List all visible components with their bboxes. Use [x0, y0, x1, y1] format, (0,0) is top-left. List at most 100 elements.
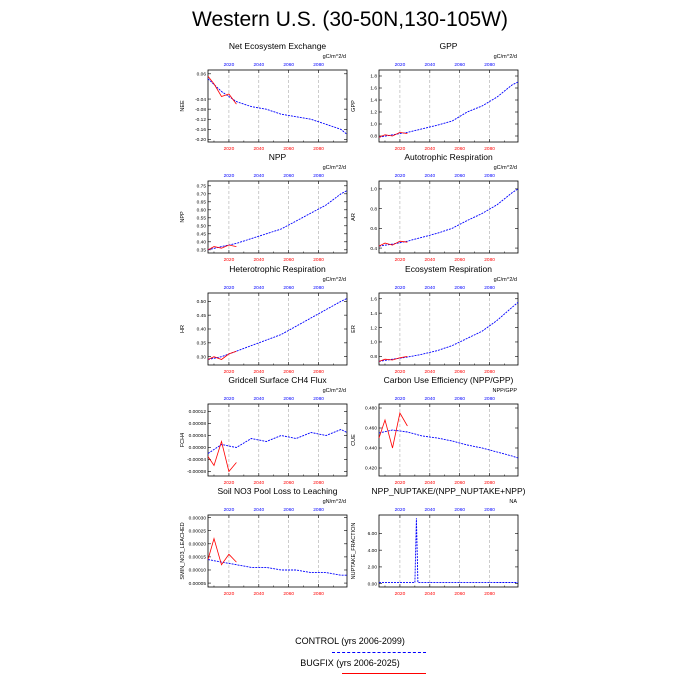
x-tick-label-top: 2040: [253, 285, 264, 291]
y-tick-label: -0.12: [195, 117, 206, 123]
x-tick-label-top: 2080: [484, 396, 495, 402]
x-tick-label-top: 2080: [484, 62, 495, 68]
x-tick-label-bottom: 2040: [424, 146, 435, 152]
plot-frame: [378, 403, 519, 477]
x-tick-label-top: 2040: [424, 507, 435, 513]
y-tick-label: 0.00030: [189, 515, 207, 521]
chart-panel-10: NPP_NUPTAKE/(NPP_NUPTAKE+NPP) NA 2020 2020 2…: [351, 486, 526, 597]
y-tick-label: 1.6: [370, 86, 377, 92]
x-tick-label-top: 2020: [224, 285, 235, 291]
x-tick-label-top: 2060: [283, 507, 294, 513]
x-tick-label-bottom: 2020: [395, 480, 406, 486]
y-tick-label: -0.00004: [187, 457, 206, 463]
y-tick-label: 1.0: [370, 340, 377, 346]
x-tick-label-bottom: 2060: [283, 257, 294, 263]
chart-title: NPP: [269, 152, 287, 162]
units-label: gN/m^2/d: [323, 499, 346, 505]
x-tick-label-bottom: 2020: [395, 591, 406, 597]
x-tick-label-bottom: 2040: [424, 480, 435, 486]
y-tick-label: 0.00012: [189, 409, 207, 415]
y-tick-label: 0.00020: [189, 542, 207, 548]
x-tick-label-top: 2060: [283, 173, 294, 179]
chart-title: GPP: [440, 41, 458, 51]
plot-frame: [378, 292, 519, 366]
series-bugfix-line: [207, 350, 237, 360]
y-tick-label: 0.00015: [189, 555, 207, 561]
y-tick-label: 0.460: [365, 426, 377, 432]
y-tick-label: 0.440: [365, 446, 377, 452]
x-tick-label-top: 2040: [253, 62, 264, 68]
chart-title: Heterotrophic Respiration: [229, 264, 326, 274]
y-tick-label: 4.00: [368, 548, 378, 554]
y-tick-label: 0.70: [197, 192, 207, 198]
x-tick-label-top: 2020: [395, 62, 406, 68]
y-axis-label: SMIN_NO3_LEACHED: [180, 522, 186, 579]
legend-control-line: [332, 652, 426, 653]
legend-control-label: CONTROL (yrs 2006-2099): [295, 636, 405, 646]
x-tick-label-bottom: 2040: [424, 257, 435, 263]
x-tick-label-bottom: 2080: [313, 369, 324, 375]
x-tick-label-top: 2060: [454, 285, 465, 291]
series-control-line: [379, 518, 518, 584]
y-tick-label: 0.8: [370, 134, 377, 140]
x-tick-label-top: 2080: [313, 62, 324, 68]
series-control-line: [207, 78, 348, 135]
x-tick-label-top: 2020: [224, 62, 235, 68]
chart-panel-3: NPP gC/m^2/d 2020 2020 2040 2040 2060 2060 2080 2…: [180, 152, 348, 263]
y-tick-label: 1.6: [370, 296, 377, 302]
units-label: gC/m^2/d: [323, 388, 346, 394]
y-tick-label: 1.4: [370, 98, 377, 104]
units-label: gC/m^2/d: [323, 54, 346, 60]
x-tick-label-top: 2080: [484, 173, 495, 179]
y-tick-label: 0.30: [197, 354, 207, 360]
chart-panel-5: Heterotrophic Respiration gC/m^2/d 2020 202…: [180, 264, 348, 375]
chart-title: NPP_NUPTAKE/(NPP_NUPTAKE+NPP): [372, 486, 526, 496]
y-tick-label: 1.4: [370, 311, 377, 317]
y-axis-label: FCH4: [180, 433, 186, 447]
x-tick-label-bottom: 2040: [424, 369, 435, 375]
series-control-line: [378, 188, 519, 247]
y-tick-label: 0.00004: [189, 433, 207, 439]
y-axis-label: NPP: [180, 211, 186, 223]
x-tick-label-top: 2060: [454, 396, 465, 402]
y-tick-label: 6.00: [368, 531, 378, 537]
x-tick-label-top: 2080: [484, 507, 495, 513]
series-bugfix-line: [378, 131, 408, 138]
y-axis-label: CUE: [351, 434, 357, 446]
chart-panel-1: Net Ecosystem Exchange gC/m^2/d 2020 2020 20…: [180, 41, 348, 152]
series-bugfix-line: [378, 356, 408, 362]
units-label: gC/m^2/d: [494, 277, 517, 283]
plot-frame: [207, 403, 348, 477]
y-tick-label: -0.16: [195, 127, 206, 133]
x-tick-label-top: 2040: [424, 396, 435, 402]
x-tick-label-bottom: 2080: [313, 480, 324, 486]
x-tick-label-bottom: 2020: [224, 146, 235, 152]
series-bugfix-line: [378, 411, 408, 449]
x-tick-label-top: 2020: [224, 396, 235, 402]
y-axis-label: HR: [180, 325, 186, 333]
x-tick-label-top: 2060: [454, 173, 465, 179]
page-title: Western U.S. (30-50N,130-105W): [192, 8, 508, 31]
x-tick-label-bottom: 2020: [224, 257, 235, 263]
chart-panel-8: Carbon Use Efficiency (NPP/GPP) NPP/GPP 20…: [351, 375, 519, 486]
units-label: NPP/GPP: [493, 388, 518, 394]
y-tick-label: 0.06: [197, 71, 207, 77]
x-tick-label-top: 2080: [484, 285, 495, 291]
y-axis-label: NEE: [180, 100, 186, 112]
x-tick-label-bottom: 2040: [424, 591, 435, 597]
x-tick-label-bottom: 2060: [283, 369, 294, 375]
x-tick-label-bottom: 2060: [283, 480, 294, 486]
y-tick-label: 1.0: [370, 187, 377, 193]
x-tick-label-top: 2060: [283, 62, 294, 68]
chart-title: Ecosystem Respiration: [405, 264, 492, 274]
y-tick-label: 0.00: [368, 581, 378, 587]
x-tick-label-bottom: 2080: [484, 480, 495, 486]
y-tick-label: 0.8: [370, 354, 377, 360]
units-label: gC/m^2/d: [323, 165, 346, 171]
y-tick-label: 0.40: [197, 327, 207, 333]
plot-frame: [207, 514, 348, 588]
y-tick-label: -0.08: [195, 107, 206, 113]
x-tick-label-top: 2020: [224, 507, 235, 513]
y-axis-label: NUPTAKE_FRACTION: [351, 523, 357, 580]
x-tick-label-top: 2080: [313, 173, 324, 179]
